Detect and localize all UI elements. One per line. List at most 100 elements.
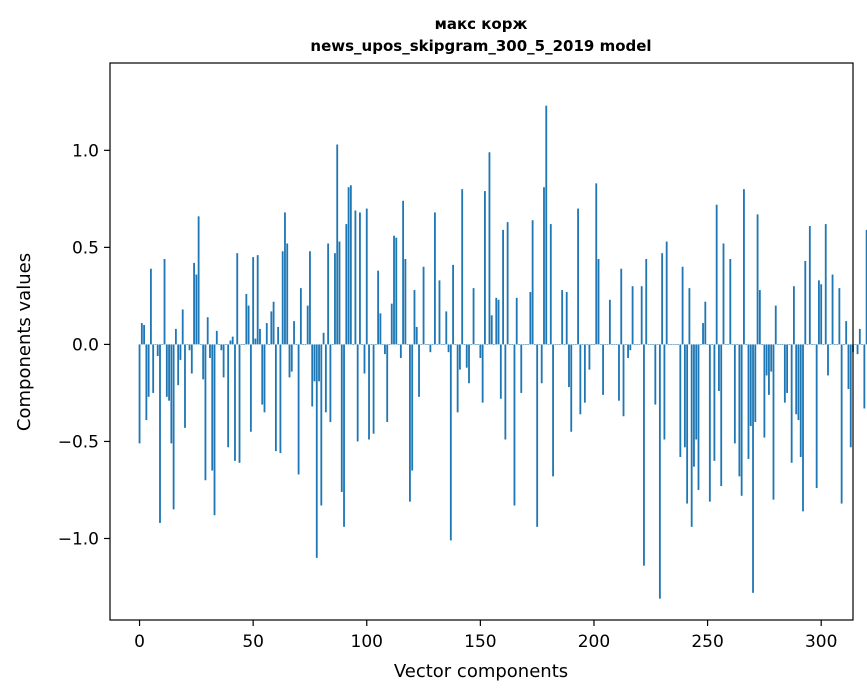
bar: [220, 344, 223, 351]
bar: [536, 344, 539, 527]
bar: [402, 200, 405, 345]
bar: [361, 344, 364, 346]
bar: [813, 344, 816, 346]
y-axis-ticks: −1.0 −0.5 0.0 0.5 1.0: [58, 141, 110, 549]
bar: [704, 301, 707, 345]
bar: [274, 344, 277, 452]
bar: [420, 344, 423, 346]
bar: [658, 344, 661, 599]
bar: [247, 305, 250, 345]
bar: [508, 344, 511, 346]
bar: [372, 344, 375, 434]
bar: [304, 344, 307, 346]
bar: [504, 344, 507, 440]
bar: [447, 344, 450, 353]
bar: [740, 344, 743, 496]
bar: [468, 344, 470, 384]
bar: [499, 344, 502, 399]
bar: [672, 344, 675, 346]
bar: [804, 260, 807, 345]
bar: [679, 344, 682, 457]
x-axis-label: Vector components: [394, 661, 568, 682]
bar: [327, 243, 330, 345]
bar: [570, 344, 573, 432]
bar: [493, 344, 495, 346]
bar: [359, 212, 361, 345]
bar: [163, 259, 166, 345]
bar: [802, 344, 804, 512]
bar: [565, 292, 568, 345]
bar: [386, 344, 389, 423]
bar: [190, 344, 193, 374]
bar: [261, 344, 264, 405]
bar: [688, 288, 691, 345]
bar: [581, 344, 584, 346]
bar: [474, 344, 477, 346]
bar: [479, 344, 482, 358]
bar: [452, 264, 455, 345]
x-tick-label: 200: [578, 632, 610, 652]
bar: [399, 344, 402, 358]
bar: [783, 344, 786, 403]
bar: [254, 338, 257, 345]
bar: [833, 344, 836, 346]
bar: [840, 344, 843, 504]
bar: [495, 297, 498, 345]
bar: [511, 344, 514, 346]
bar: [824, 224, 827, 345]
bar: [561, 290, 564, 345]
bar: [138, 344, 141, 444]
bar: [240, 344, 243, 346]
bar: [686, 344, 689, 504]
bar: [640, 286, 643, 345]
bar: [497, 299, 500, 345]
bar: [524, 344, 527, 346]
bar: [611, 344, 614, 346]
bar: [597, 259, 600, 345]
bar: [593, 344, 595, 346]
bar: [708, 344, 711, 502]
bar: [320, 344, 323, 506]
bar: [847, 344, 850, 390]
bar: [365, 208, 368, 345]
bar: [295, 344, 298, 346]
bar: [606, 344, 609, 346]
bar: [263, 344, 266, 413]
bar: [588, 344, 591, 370]
bar: [795, 344, 798, 415]
bar: [315, 344, 318, 558]
bar: [397, 344, 400, 346]
bar: [170, 344, 173, 444]
bar: [829, 344, 832, 346]
bar: [620, 268, 623, 345]
bar: [670, 344, 673, 346]
bar: [284, 212, 286, 345]
bar: [429, 344, 432, 353]
bar: [440, 344, 443, 346]
bar: [234, 344, 236, 461]
bar: [488, 152, 491, 345]
bar: [279, 344, 282, 454]
bar: [583, 344, 586, 403]
bar: [618, 344, 620, 401]
bar: [347, 187, 350, 345]
bar: [520, 344, 523, 393]
bar: [808, 226, 811, 345]
bar: [793, 286, 795, 345]
bar: [343, 344, 345, 527]
bar: [277, 326, 280, 345]
x-tick-label: 0: [134, 632, 145, 652]
bar: [633, 344, 636, 346]
bar: [654, 344, 657, 405]
bar: [243, 344, 245, 346]
bar: [199, 344, 202, 346]
bar: [181, 309, 184, 345]
bar: [436, 344, 439, 346]
bar: [806, 344, 809, 346]
bar: [424, 344, 427, 346]
bar: [463, 344, 466, 346]
bar: [663, 344, 666, 440]
bar: [384, 344, 386, 355]
bar: [354, 210, 357, 345]
y-tick-label: −1.0: [58, 529, 99, 549]
